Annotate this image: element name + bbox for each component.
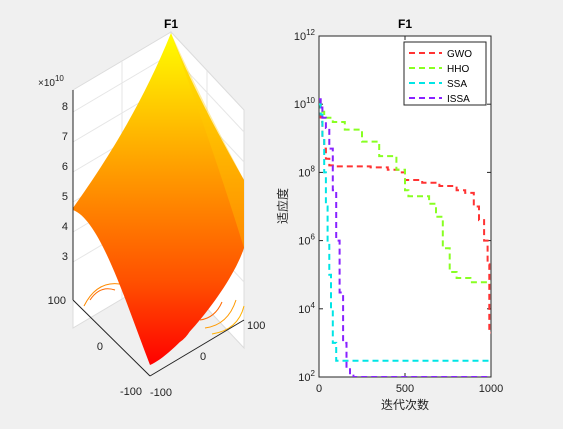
y-tick-label: 106 xyxy=(298,233,315,248)
x-tick-label: 100 xyxy=(247,320,265,332)
series-line-issa xyxy=(319,98,491,377)
legend-box xyxy=(403,41,487,106)
y-tick-label: 102 xyxy=(298,369,315,384)
series-lines xyxy=(319,98,491,377)
z-tick-label: 8 xyxy=(62,101,68,113)
convergence-title: F1 xyxy=(398,17,412,31)
legend-label-issa: ISSA xyxy=(447,94,470,105)
legend: GWO HHO SSA ISSA xyxy=(403,41,487,106)
surface-title: F1 xyxy=(164,17,178,31)
surface-plot: F1 ×1010 xyxy=(38,17,265,399)
surface-mesh xyxy=(73,33,244,365)
y-tick-label: 108 xyxy=(298,164,315,179)
surface-exponent-base: ×10 xyxy=(38,78,55,89)
y-axis-label: 适应度 xyxy=(275,188,290,224)
z-tick-label: 4 xyxy=(62,221,68,233)
y-tick-exponent: 6 xyxy=(311,233,316,242)
surface-floor-axes xyxy=(72,90,245,377)
x-tick-label: 0 xyxy=(316,383,322,395)
y-tick-exponent: 4 xyxy=(311,301,316,310)
y-tick-label: -100 xyxy=(120,386,142,398)
x-tick-label: 500 xyxy=(396,383,414,395)
legend-label-ssa: SSA xyxy=(447,79,467,90)
y-tick-exponent: 2 xyxy=(311,369,316,378)
y-tick-label: 0 xyxy=(97,341,103,353)
z-tick-label: 6 xyxy=(62,161,68,173)
y-tick-label: 100 xyxy=(48,295,66,307)
legend-label-gwo: GWO xyxy=(447,49,472,60)
x-tick-label: -100 xyxy=(150,387,172,399)
series-line-ssa xyxy=(319,103,491,362)
x-tick-label: 0 xyxy=(200,351,206,363)
y-tick-label: 1010 xyxy=(294,96,316,111)
y-tick-label: 104 xyxy=(298,301,315,316)
x-axis-ticks: 0 500 1000 xyxy=(316,36,503,395)
x-tick-label: 1000 xyxy=(479,383,503,395)
x-axis-label: 迭代次数 xyxy=(381,397,429,412)
z-tick-label: 5 xyxy=(62,191,68,203)
series-line-hho xyxy=(319,103,491,284)
y-tick-exponent: 12 xyxy=(306,28,315,37)
z-tick-label: 3 xyxy=(62,251,68,263)
y-tick-exponent: 10 xyxy=(306,96,315,105)
surface-exponent-label: ×1010 xyxy=(38,74,64,89)
y-tick-label: 1012 xyxy=(294,28,316,43)
z-tick-label: 7 xyxy=(62,131,68,143)
legend-label-hho: HHO xyxy=(447,64,469,75)
y-tick-exponent: 8 xyxy=(311,164,316,173)
surface-exponent-power: 10 xyxy=(55,74,64,83)
